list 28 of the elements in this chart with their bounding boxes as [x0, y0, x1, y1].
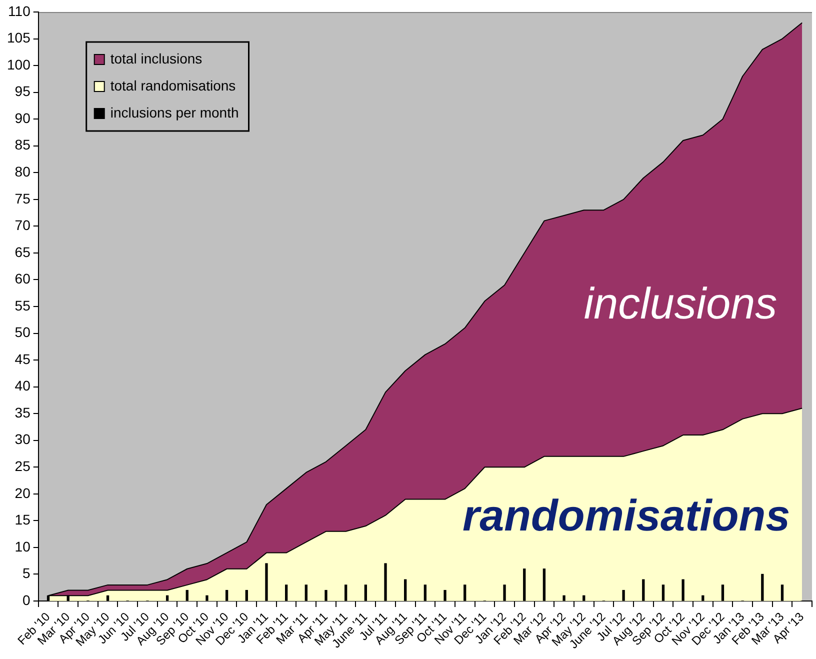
y-tick-label: 30 — [14, 431, 31, 448]
y-tick-label: 85 — [14, 136, 31, 153]
y-tick-label: 15 — [14, 512, 31, 528]
y-tick-label: 90 — [14, 110, 31, 126]
y-tick-label: 60 — [14, 270, 31, 287]
y-tick-label: 70 — [14, 217, 31, 234]
annotation: inclusions — [584, 280, 778, 329]
y-tick-label: 55 — [14, 297, 31, 314]
y-tick-label: 25 — [14, 458, 31, 474]
y-tick-label: 100 — [7, 56, 31, 72]
y-tick-label: 50 — [14, 324, 31, 340]
y-tick-label: 20 — [14, 484, 31, 501]
y-tick-label: 80 — [14, 163, 31, 180]
legend-label: total inclusions — [110, 50, 202, 66]
y-tick-label: 95 — [14, 83, 31, 100]
y-tick-label: 0 — [22, 592, 31, 608]
y-tick-label: 10 — [14, 538, 31, 554]
annotation: randomisations — [462, 492, 790, 541]
y-tick-label: 110 — [8, 2, 31, 19]
y-tick-label: 35 — [14, 404, 31, 420]
y-tick-label: 40 — [14, 378, 31, 394]
legend-label: total randomisations — [110, 77, 236, 94]
y-tick-label: 75 — [14, 190, 31, 206]
legend-label: inclusions per month — [110, 104, 239, 120]
y-tick-label: 105 — [7, 30, 31, 46]
y-tick-label: 5 — [22, 565, 31, 582]
y-tick-label: 65 — [14, 244, 31, 260]
y-tick-label: 45 — [14, 350, 31, 367]
